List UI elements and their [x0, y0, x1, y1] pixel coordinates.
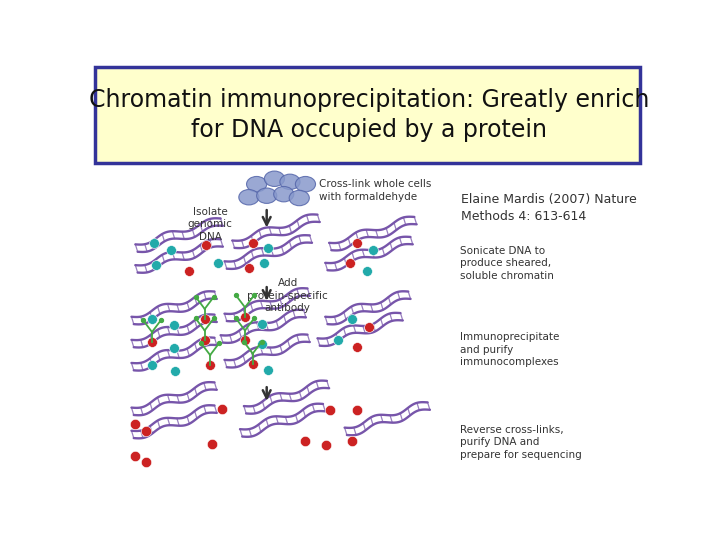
Point — [256, 337, 268, 346]
Ellipse shape — [280, 174, 300, 190]
Point — [256, 319, 268, 328]
Point — [344, 259, 356, 268]
Ellipse shape — [274, 186, 294, 202]
Point — [346, 315, 358, 323]
Point — [138, 316, 149, 325]
Point — [256, 339, 268, 348]
Point — [248, 291, 260, 300]
Text: Sonicate DNA to
produce sheared,
soluble chromatin: Sonicate DNA to produce sheared, soluble… — [461, 246, 554, 281]
Point — [351, 406, 363, 414]
Text: Immunoprecipitate
and purify
immunocomplexes: Immunoprecipitate and purify immunocompl… — [461, 332, 560, 367]
Point — [213, 339, 225, 347]
Point — [300, 436, 311, 445]
Point — [168, 321, 179, 329]
Point — [168, 344, 179, 353]
Text: Add
protein-specific
antibody: Add protein-specific antibody — [247, 279, 328, 313]
Point — [129, 420, 140, 429]
Point — [238, 337, 249, 346]
Point — [325, 406, 336, 414]
Ellipse shape — [256, 188, 276, 204]
Point — [208, 314, 220, 323]
Point — [243, 264, 255, 272]
Point — [364, 322, 375, 331]
Point — [239, 336, 251, 345]
Text: Isolate
genomic
DNA: Isolate genomic DNA — [188, 207, 233, 241]
Point — [146, 338, 158, 346]
Point — [190, 314, 202, 323]
Text: Reverse cross-links,
purify DNA and
prepare for sequencing: Reverse cross-links, purify DNA and prep… — [461, 424, 582, 460]
Point — [263, 366, 274, 374]
Point — [361, 267, 373, 275]
Point — [351, 239, 363, 248]
Ellipse shape — [246, 177, 266, 192]
Point — [129, 451, 140, 460]
Point — [346, 436, 358, 445]
Ellipse shape — [289, 190, 310, 206]
Point — [351, 342, 363, 351]
Point — [247, 239, 258, 248]
FancyBboxPatch shape — [94, 67, 640, 163]
Point — [148, 239, 159, 248]
Point — [156, 316, 167, 325]
Point — [258, 259, 270, 268]
Point — [204, 361, 216, 369]
Point — [230, 291, 242, 300]
Point — [199, 315, 210, 323]
Point — [150, 261, 161, 269]
Point — [216, 404, 228, 413]
Point — [169, 367, 181, 376]
Point — [263, 244, 274, 252]
Point — [140, 427, 152, 436]
Point — [146, 315, 158, 323]
Ellipse shape — [264, 171, 284, 186]
Point — [146, 361, 158, 369]
Point — [239, 313, 251, 322]
Point — [212, 259, 224, 268]
Point — [367, 245, 379, 254]
Text: Chromatin immunoprecipitation: Greatly enrich
for DNA occupied by a protein: Chromatin immunoprecipitation: Greatly e… — [89, 87, 649, 142]
Point — [230, 314, 242, 323]
Point — [140, 458, 152, 467]
Point — [247, 359, 258, 368]
Text: Elaine Mardis (2007) Nature
Methods 4: 613-614: Elaine Mardis (2007) Nature Methods 4: 6… — [461, 193, 636, 223]
Point — [195, 339, 207, 347]
Text: Cross-link whole cells
with formaldehyde: Cross-link whole cells with formaldehyde — [319, 179, 431, 201]
Point — [190, 293, 202, 301]
Point — [208, 293, 220, 301]
Point — [166, 245, 177, 254]
Point — [207, 440, 218, 448]
Point — [320, 441, 332, 449]
Point — [184, 267, 195, 275]
Ellipse shape — [239, 190, 259, 205]
Point — [200, 241, 212, 249]
Point — [332, 336, 343, 345]
Point — [199, 336, 210, 345]
Point — [248, 314, 260, 323]
Ellipse shape — [295, 177, 315, 192]
